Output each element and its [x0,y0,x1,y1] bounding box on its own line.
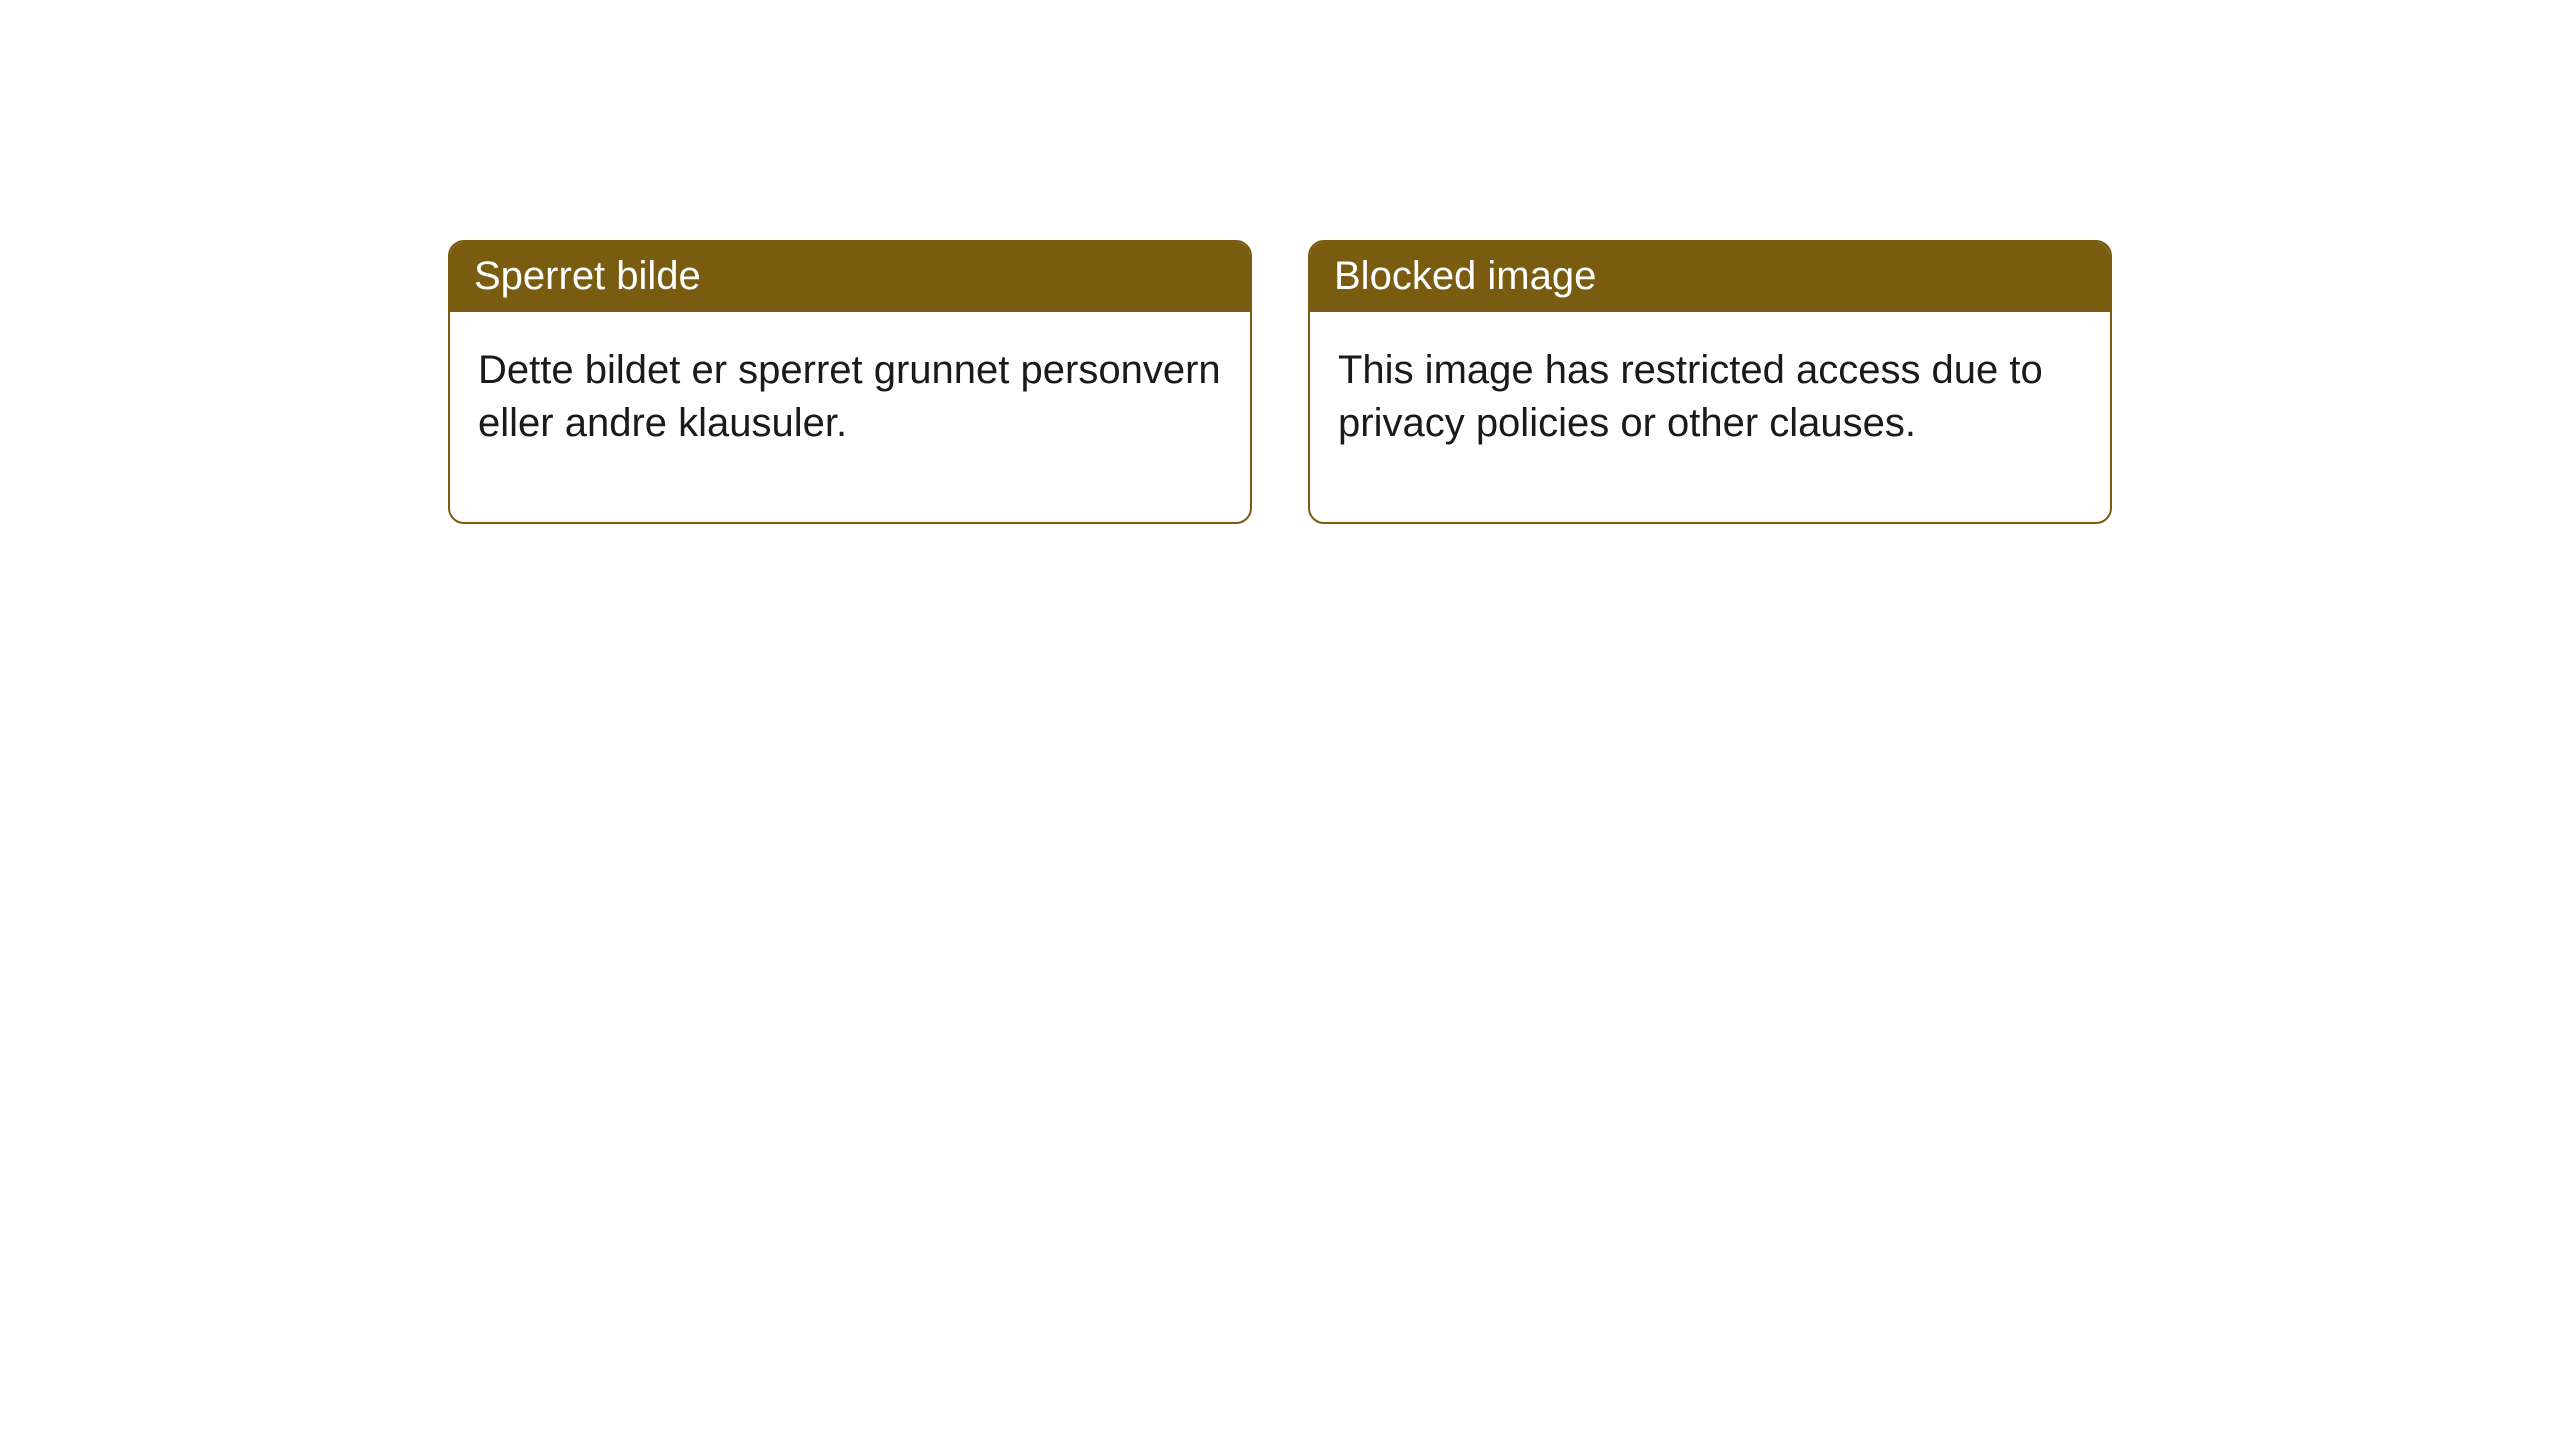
card-body-no: Dette bildet er sperret grunnet personve… [450,312,1250,522]
card-body-en: This image has restricted access due to … [1310,312,2110,522]
card-title-no: Sperret bilde [450,242,1250,312]
blocked-image-card-en: Blocked image This image has restricted … [1308,240,2112,524]
card-title-en: Blocked image [1310,242,2110,312]
blocked-image-card-no: Sperret bilde Dette bildet er sperret gr… [448,240,1252,524]
cards-container: Sperret bilde Dette bildet er sperret gr… [0,0,2560,524]
